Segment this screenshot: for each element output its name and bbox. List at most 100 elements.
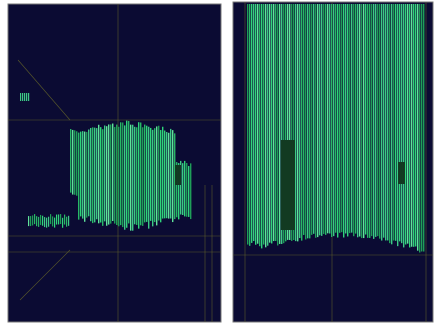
cell-column — [273, 4, 274, 241]
cell-column — [407, 4, 408, 244]
cell-column — [172, 130, 173, 222]
cell-column — [64, 215, 65, 225]
cell-column — [387, 4, 388, 240]
cell-column — [76, 131, 77, 195]
cell-column — [393, 4, 394, 241]
cell-column — [66, 217, 67, 227]
cell-column — [72, 130, 73, 195]
cell-column — [96, 128, 97, 219]
cell-column — [353, 4, 354, 236]
cell-column — [267, 4, 268, 246]
cell-column — [255, 4, 256, 245]
cell-column — [369, 4, 370, 238]
cell-column — [136, 127, 137, 225]
cell-column — [355, 4, 356, 234]
cell-column — [411, 4, 412, 247]
cell-column — [90, 128, 91, 221]
cell-column — [379, 4, 380, 239]
cell-column — [74, 130, 75, 194]
cell-column — [70, 129, 71, 193]
cell-column — [391, 4, 392, 244]
cell-column — [321, 4, 322, 236]
cell-column — [188, 166, 189, 217]
cell-block — [175, 165, 181, 185]
cell-column — [92, 127, 93, 223]
cell-column — [184, 161, 185, 217]
cell-column — [28, 216, 29, 226]
cell-column — [50, 214, 51, 224]
cell-column — [142, 127, 143, 226]
cell-column — [363, 4, 364, 238]
cell-column — [138, 122, 139, 228]
cell-column — [112, 124, 113, 221]
cell-column — [140, 122, 141, 225]
cell-column — [331, 4, 332, 237]
cell-column — [259, 4, 260, 246]
cell-column — [164, 131, 165, 219]
cell-column — [62, 218, 63, 228]
cell-column — [397, 4, 398, 246]
cell-column — [40, 215, 41, 225]
cell-column — [100, 127, 101, 222]
cell-column — [263, 4, 264, 245]
cell-column — [339, 4, 340, 233]
cell-column — [156, 126, 157, 225]
cell-column — [319, 4, 320, 235]
cell-column — [317, 4, 318, 237]
cell-column — [409, 4, 410, 247]
cell-column — [24, 93, 25, 101]
cell-column — [170, 129, 171, 219]
cell-column — [419, 4, 420, 253]
cell-column — [108, 124, 109, 224]
cell-column — [337, 4, 338, 238]
cell-column — [114, 127, 115, 224]
cell-column — [403, 4, 404, 247]
cell-column — [275, 4, 276, 241]
cell-column — [186, 163, 187, 217]
cell-column — [279, 4, 280, 244]
cell-column — [297, 4, 298, 241]
cell-column — [253, 4, 254, 241]
cell-column — [265, 4, 266, 247]
cell-column — [377, 4, 378, 236]
cell-column — [58, 214, 59, 224]
cell-column — [122, 122, 123, 227]
cell-column — [357, 4, 358, 237]
cell-column — [26, 93, 27, 101]
cell-column — [146, 126, 147, 222]
cell-column — [60, 214, 61, 224]
cell-column — [102, 129, 103, 226]
screenshot — [0, 0, 438, 326]
cell-column — [417, 4, 418, 251]
cell-column — [343, 4, 344, 237]
cell-column — [257, 4, 258, 244]
cell-column — [34, 214, 35, 224]
cell-column — [80, 132, 81, 217]
cell-column — [373, 4, 374, 239]
cell-column — [48, 217, 49, 227]
cell-column — [132, 125, 133, 231]
cell-column — [247, 4, 248, 245]
cell-column — [160, 130, 161, 222]
cell-column — [299, 4, 300, 238]
cell-column — [405, 4, 406, 244]
cell-column — [30, 216, 31, 226]
cell-column — [335, 4, 336, 233]
cell-column — [32, 215, 33, 225]
cell-column — [359, 4, 360, 236]
cell-column — [423, 4, 424, 252]
cell-column — [166, 132, 167, 218]
cell-column — [395, 4, 396, 241]
cell-column — [349, 4, 350, 233]
cell-column — [88, 130, 89, 217]
cell-column — [323, 4, 324, 234]
cell-column — [152, 130, 153, 227]
cell-column — [190, 163, 191, 219]
cell-column — [361, 4, 362, 238]
cell-column — [251, 4, 252, 243]
cell-column — [144, 125, 145, 223]
cell-column — [345, 4, 346, 233]
cell-column — [315, 4, 316, 238]
cell-column — [301, 4, 302, 241]
cell-column — [375, 4, 376, 237]
